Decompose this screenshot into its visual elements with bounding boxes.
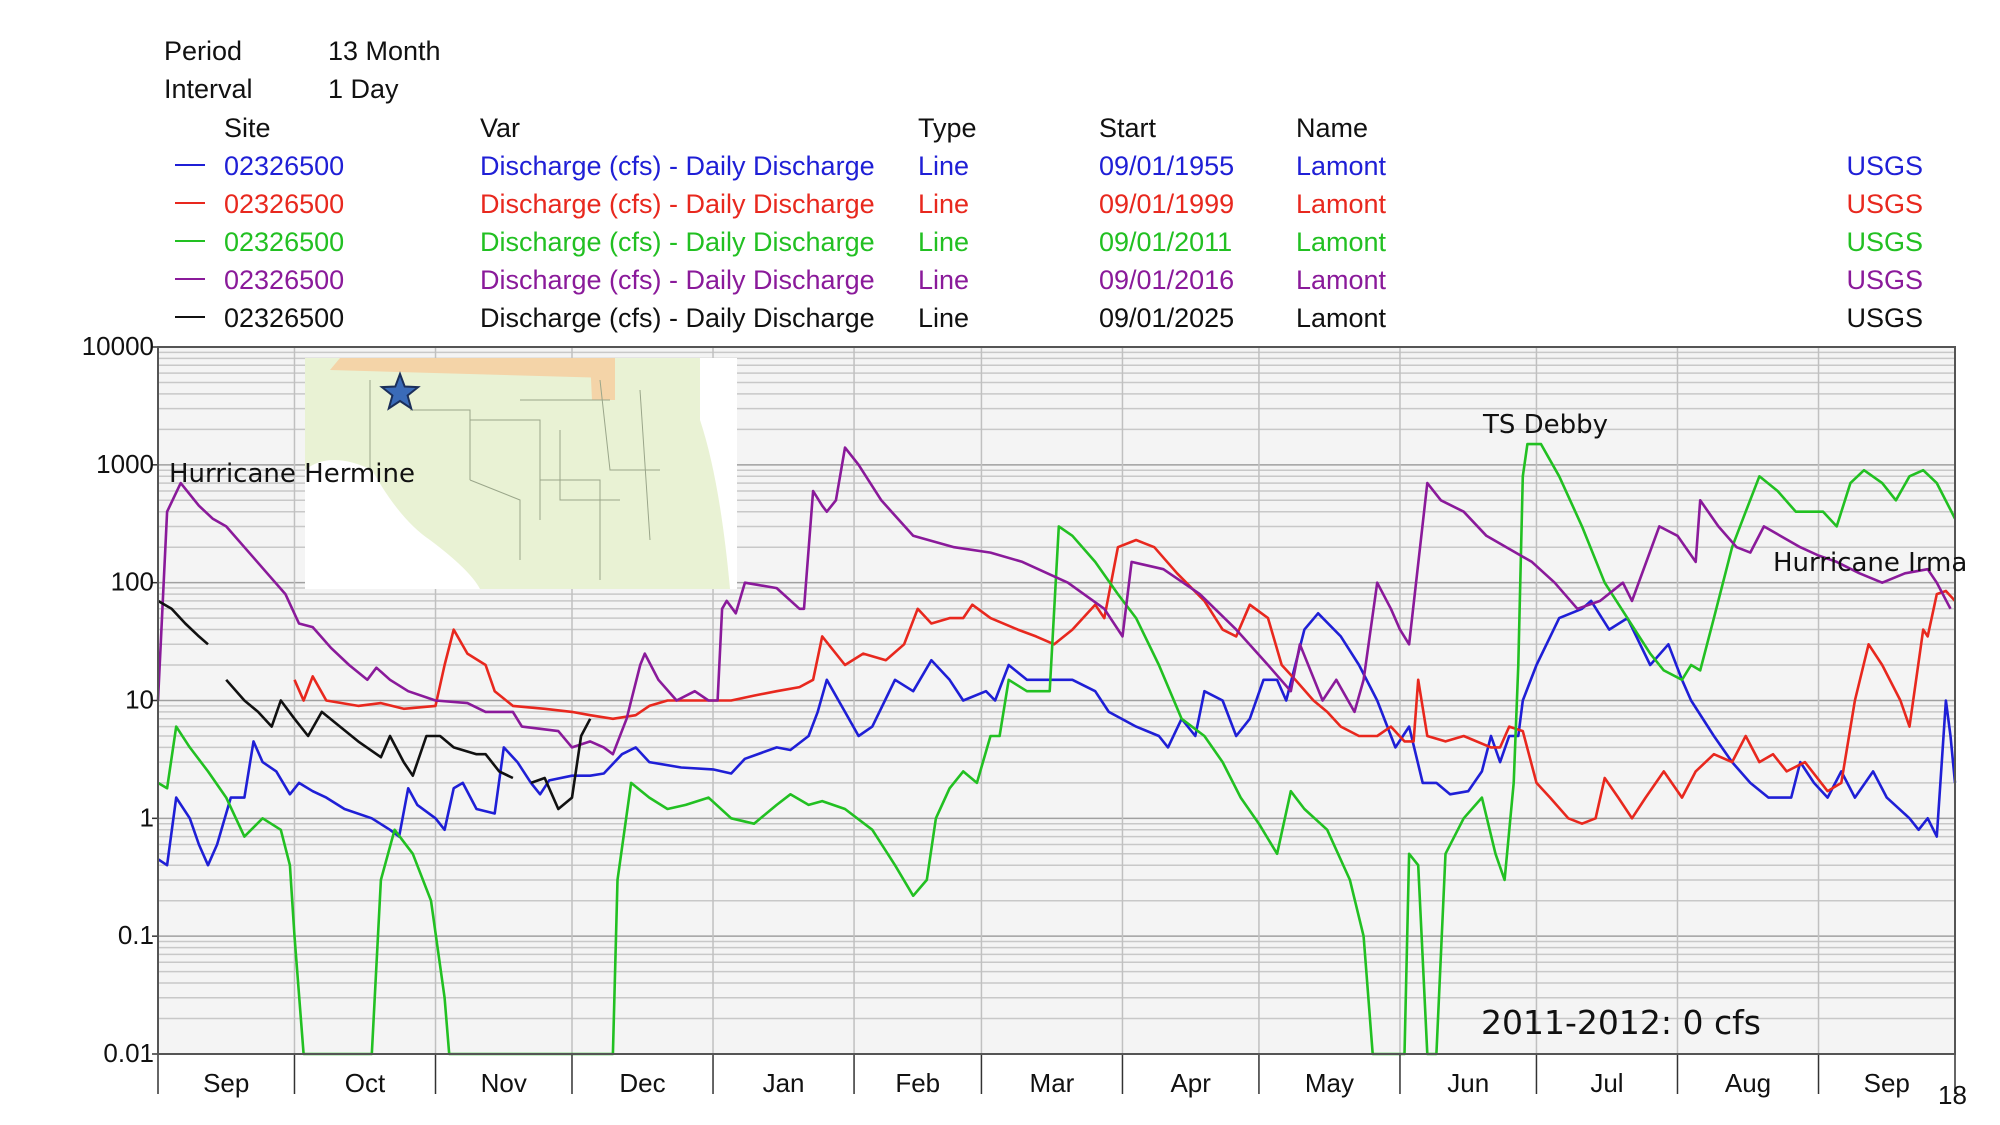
series-line-2016: [156, 446, 1952, 756]
annotation-irma: Hurricane Irma: [1773, 548, 1967, 578]
x-tick-label: Nov: [481, 1068, 527, 1098]
legend-header-name: Name: [1296, 113, 1369, 143]
x-tick-label: Sep: [1864, 1068, 1910, 1098]
y-tick-label: 0.01: [103, 1038, 154, 1068]
y-tick-label: 1: [140, 802, 154, 832]
legend-agency: USGS: [1846, 227, 1923, 257]
legend-type: Line: [918, 189, 970, 219]
annotation-debby: TS Debby: [1482, 410, 1608, 440]
y-tick-label: 100: [111, 567, 154, 597]
legend-name: Lamont: [1296, 189, 1387, 219]
legend-line-swatch: [175, 240, 205, 242]
legend-name: Lamont: [1296, 151, 1387, 181]
period-value: 13 Month: [328, 36, 441, 66]
x-tick-label: Dec: [619, 1068, 665, 1098]
legend-agency: USGS: [1846, 151, 1923, 181]
legend-name: Lamont: [1296, 227, 1387, 257]
legend-line-swatch: [175, 316, 205, 318]
legend-type: Line: [918, 303, 970, 333]
map-county-border: [599, 379, 660, 471]
legend-line-swatch: [175, 202, 205, 204]
legend-var: Discharge (cfs) - Daily Discharge: [480, 227, 875, 257]
legend-start: 09/01/2016: [1099, 265, 1235, 295]
x-tick-label: Feb: [895, 1068, 940, 1098]
series-line-2011: [157, 442, 1957, 1056]
legend-var: Discharge (cfs) - Daily Discharge: [480, 303, 875, 333]
legend-name: Lamont: [1296, 303, 1387, 333]
legend-type: Line: [918, 151, 970, 181]
legend-site: 02326500: [224, 227, 345, 257]
x-tick-label: Mar: [1030, 1068, 1075, 1098]
legend-line-swatch: [175, 164, 205, 166]
site-star-icon: [379, 371, 421, 411]
period-label: Period: [164, 36, 243, 66]
series-line-2025: [157, 599, 592, 811]
legend-header-site: Site: [224, 113, 271, 143]
interval-label: Interval: [164, 74, 253, 104]
x-tick-label: May: [1305, 1068, 1354, 1098]
legend-type: Line: [918, 227, 970, 257]
legend-type: Line: [918, 265, 970, 295]
page-number: 18: [1938, 1080, 1967, 1110]
map-county-border: [470, 419, 541, 520]
map-georgia-area: [330, 358, 610, 378]
legend-site: 02326500: [224, 189, 345, 219]
map-georgia-area: [590, 358, 615, 400]
site-location-map-inset: [305, 358, 737, 589]
map-atlantic: [700, 358, 737, 589]
series-lines: [156, 442, 1957, 1056]
interval-value: 1 Day: [328, 74, 399, 104]
legend-start: 09/01/2025: [1099, 303, 1235, 333]
legend-start: 09/01/2011: [1099, 227, 1233, 257]
map-county-border: [559, 430, 620, 501]
annotation-zero-flow: 2011-2012: 0 cfs: [1481, 1003, 1761, 1042]
map-county-border: [410, 409, 471, 480]
series-line-1955: [157, 599, 1957, 867]
series-line-1999: [293, 538, 1956, 825]
legend-start: 09/01/1999: [1099, 189, 1235, 219]
legend-agency: USGS: [1846, 189, 1923, 219]
map-gulf-of-mexico: [305, 460, 480, 589]
legend-agency: USGS: [1846, 303, 1923, 333]
x-tick-label: Oct: [345, 1068, 386, 1098]
legend-site: 02326500: [224, 265, 345, 295]
plot-border: [157, 346, 1956, 1055]
x-tick-label: Aug: [1725, 1068, 1771, 1098]
legend-name: Lamont: [1296, 265, 1387, 295]
legend-start: 09/01/1955: [1099, 151, 1235, 181]
x-tick-label: Jan: [763, 1068, 805, 1098]
y-tick-label: 10: [125, 685, 154, 715]
legend-header-var: Var: [480, 113, 521, 143]
x-tick-label: Jun: [1447, 1068, 1489, 1098]
legend-var: Discharge (cfs) - Daily Discharge: [480, 189, 875, 219]
legend-site: 02326500: [224, 303, 345, 333]
legend-site: 02326500: [224, 151, 345, 181]
legend-var: Discharge (cfs) - Daily Discharge: [480, 265, 875, 295]
y-tick-label: 0.1: [118, 920, 154, 950]
legend-var: Discharge (cfs) - Daily Discharge: [480, 151, 875, 181]
annotation-hermine: Hurricane Hermine: [169, 459, 415, 489]
x-tick-label: Jul: [1590, 1068, 1623, 1098]
map-county-border: [639, 389, 651, 541]
legend-agency: USGS: [1846, 265, 1923, 295]
map-county-border: [469, 479, 521, 560]
legend-header-type: Type: [918, 113, 977, 143]
legend-header-start: Start: [1099, 113, 1157, 143]
legend-line-swatch: [175, 278, 205, 280]
x-tick-label: Apr: [1170, 1068, 1211, 1098]
x-tick-label: Sep: [203, 1068, 249, 1098]
y-tick-label: 1000: [96, 449, 154, 479]
y-tick-label: 10000: [82, 331, 154, 361]
axes: 10000 1000 100 10 1 0.1 0.01 Sep Oct Nov Dec Jan Feb…: [82, 331, 1956, 1098]
